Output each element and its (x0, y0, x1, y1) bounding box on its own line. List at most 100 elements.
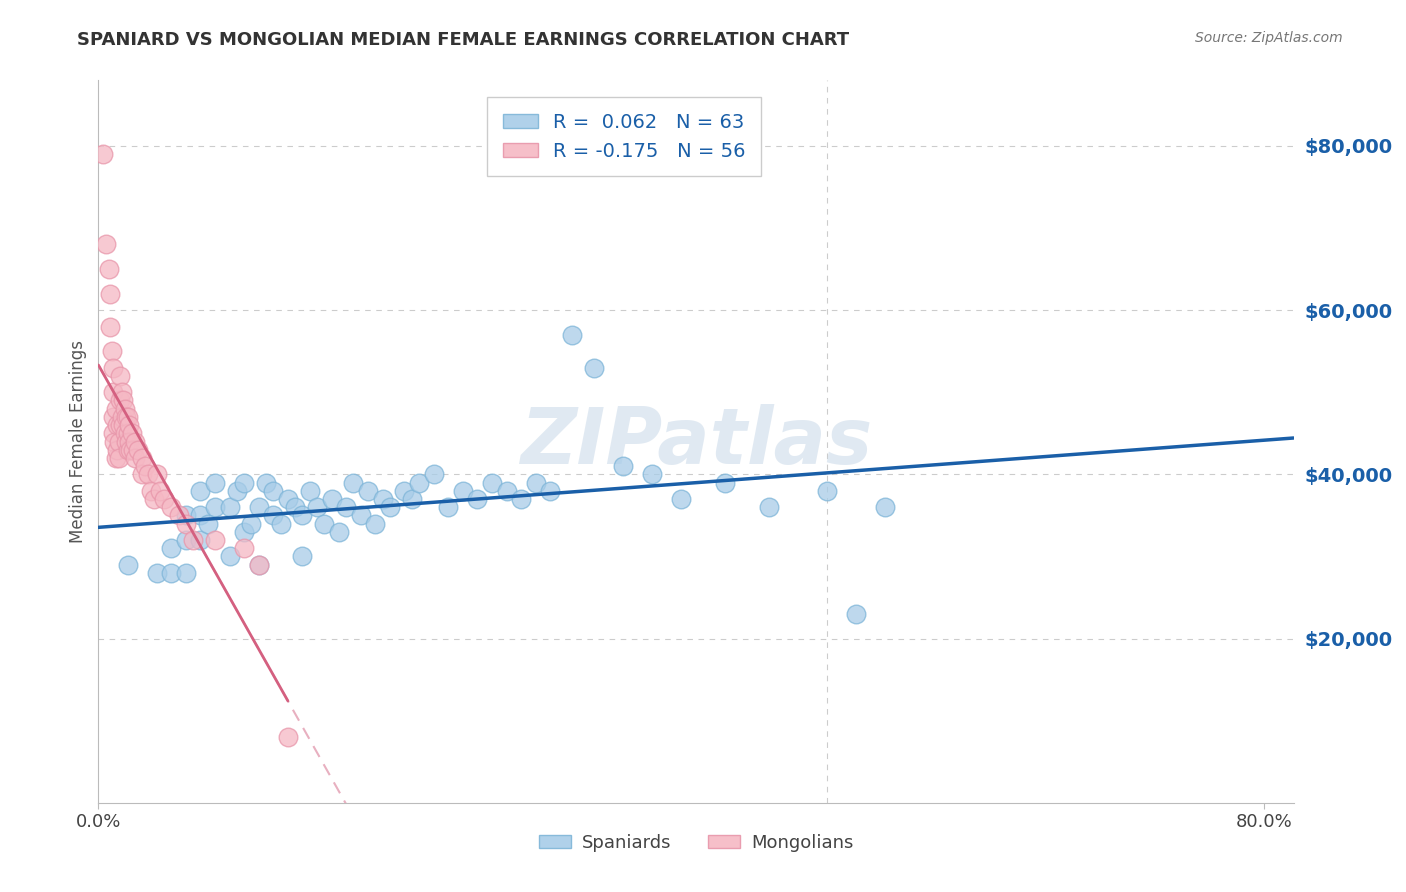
Point (110, 418, 132, 433)
Point (758, 500, 780, 515)
Point (510, 491, 533, 506)
Point (104, 450, 127, 465)
Point (181, 533, 204, 547)
Point (225, 483, 247, 498)
Point (120, 442, 142, 457)
Point (314, 516, 336, 531)
Point (262, 508, 284, 523)
Point (291, 549, 314, 564)
Point (174, 566, 197, 580)
Point (142, 491, 165, 506)
Point (112, 393, 135, 408)
Point (451, 483, 474, 498)
Point (105, 418, 128, 433)
Point (357, 483, 380, 498)
Point (240, 516, 263, 531)
Point (394, 483, 416, 498)
Point (321, 491, 343, 506)
Point (342, 475, 364, 490)
Point (167, 508, 190, 523)
Point (153, 491, 176, 506)
Point (100, 344, 122, 359)
Point (335, 500, 357, 515)
Point (174, 508, 197, 523)
Point (371, 491, 394, 506)
Point (190, 508, 212, 523)
Point (254, 475, 277, 490)
Point (136, 467, 159, 482)
Point (101, 360, 124, 375)
Y-axis label: Median Female Earnings: Median Female Earnings (69, 340, 87, 543)
Point (101, 385, 124, 400)
Text: ZIPatlas: ZIPatlas (520, 403, 872, 480)
Point (118, 434, 141, 449)
Point (101, 409, 124, 424)
Point (467, 491, 489, 506)
Point (131, 450, 153, 465)
Point (110, 393, 132, 408)
Point (815, 483, 838, 498)
Point (561, 327, 583, 342)
Point (121, 426, 143, 441)
Point (110, 368, 132, 383)
Point (350, 508, 373, 523)
Legend: Spaniards, Mongolians: Spaniards, Mongolians (531, 826, 860, 859)
Point (117, 442, 139, 457)
Point (149, 483, 172, 498)
Point (270, 516, 292, 531)
Point (197, 516, 219, 531)
Point (437, 500, 460, 515)
Point (582, 360, 605, 375)
Point (118, 418, 141, 433)
Point (524, 475, 547, 490)
Point (117, 409, 139, 424)
Point (277, 730, 299, 744)
Point (364, 516, 387, 531)
Point (122, 442, 145, 457)
Point (117, 426, 139, 441)
Text: Source: ZipAtlas.com: Source: ZipAtlas.com (1195, 31, 1343, 45)
Point (101, 426, 124, 441)
Point (612, 459, 634, 474)
Point (204, 533, 226, 547)
Point (495, 483, 517, 498)
Point (112, 418, 135, 433)
Point (247, 558, 270, 572)
Point (422, 467, 444, 482)
Point (305, 500, 328, 515)
Point (190, 533, 212, 547)
Point (114, 426, 136, 441)
Point (117, 558, 139, 572)
Point (845, 607, 868, 621)
Point (160, 566, 183, 580)
Point (204, 475, 226, 490)
Point (91, 147, 114, 161)
Point (671, 491, 693, 506)
Point (127, 442, 149, 457)
Point (139, 483, 162, 498)
Point (204, 500, 226, 515)
Point (134, 459, 156, 474)
Point (284, 500, 307, 515)
Point (714, 475, 737, 490)
Point (247, 558, 270, 572)
Point (160, 541, 183, 556)
Point (174, 533, 197, 547)
Point (291, 508, 314, 523)
Point (98, 286, 121, 301)
Point (875, 500, 897, 515)
Point (247, 500, 270, 515)
Point (378, 500, 401, 515)
Point (145, 566, 167, 580)
Point (190, 483, 212, 498)
Point (328, 524, 350, 539)
Point (277, 491, 299, 506)
Point (103, 434, 125, 449)
Point (233, 541, 256, 556)
Point (104, 401, 127, 416)
Point (641, 467, 664, 482)
Point (108, 450, 131, 465)
Point (114, 401, 136, 416)
Point (298, 483, 321, 498)
Point (481, 475, 503, 490)
